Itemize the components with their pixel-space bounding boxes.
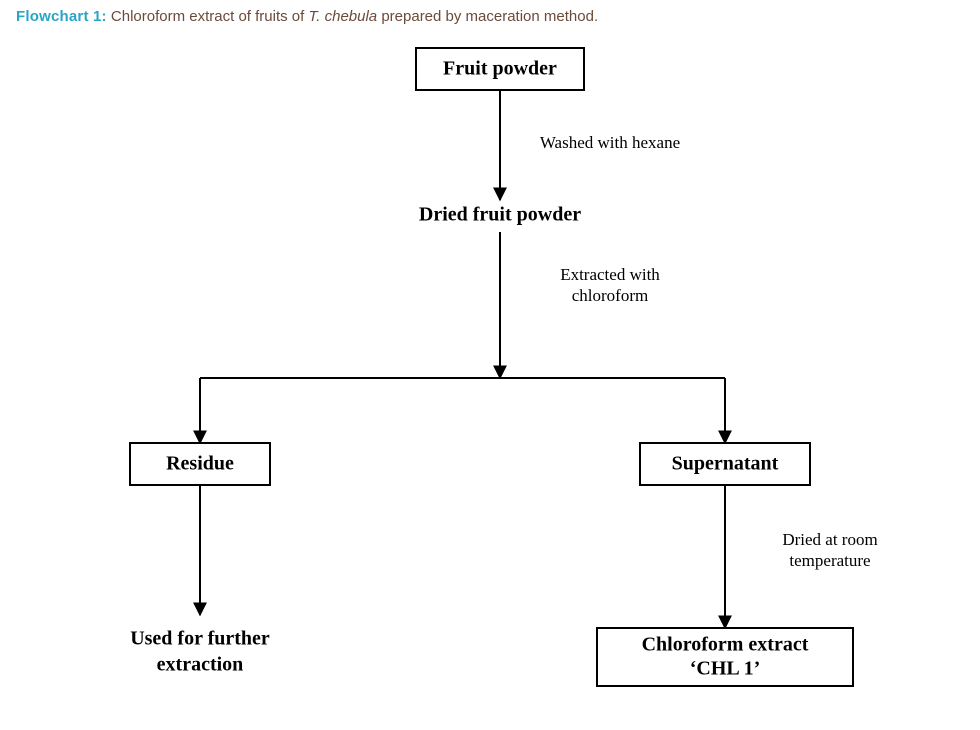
caption-text-2: prepared by maceration method. — [377, 8, 598, 25]
node-label: extraction — [157, 654, 244, 676]
node-n5: Used for further extraction — [130, 628, 270, 676]
caption-lead: Flowchart 1: — [16, 8, 107, 25]
node-n6: Chloroform extract‘CHL 1’ — [597, 628, 853, 686]
node-n2: Dried fruit powder — [419, 204, 581, 226]
edge-label: Washed with hexane — [540, 133, 680, 152]
caption-text-1: Chloroform extract of fruits of — [107, 8, 309, 25]
node-label: Dried fruit powder — [419, 204, 581, 226]
edge-label: Dried at room — [782, 530, 877, 549]
flowchart-canvas: Washed with hexane Extracted with chlorofo… — [0, 0, 980, 730]
node-label: Residue — [166, 453, 234, 475]
node-n1: Fruit powder — [416, 48, 584, 90]
node-label: Fruit powder — [443, 58, 557, 80]
node-label: Chloroform extract — [642, 634, 809, 656]
figure-caption: Flowchart 1: Chloroform extract of fruit… — [16, 8, 598, 25]
caption-italic: T. chebula — [308, 8, 377, 25]
node-label: Used for further — [130, 628, 270, 650]
edge-label: temperature — [789, 551, 870, 570]
nodes-layer: Fruit powder Dried fruit powder Residue Sup… — [130, 48, 853, 686]
node-label: ‘CHL 1’ — [690, 658, 761, 680]
edge-label: chloroform — [572, 286, 648, 305]
node-n3: Residue — [130, 443, 270, 485]
node-n4: Supernatant — [640, 443, 810, 485]
edge-label: Extracted with — [560, 265, 660, 284]
node-label: Supernatant — [672, 453, 779, 475]
edges-layer: Washed with hexane Extracted with chlorofo… — [200, 90, 878, 628]
